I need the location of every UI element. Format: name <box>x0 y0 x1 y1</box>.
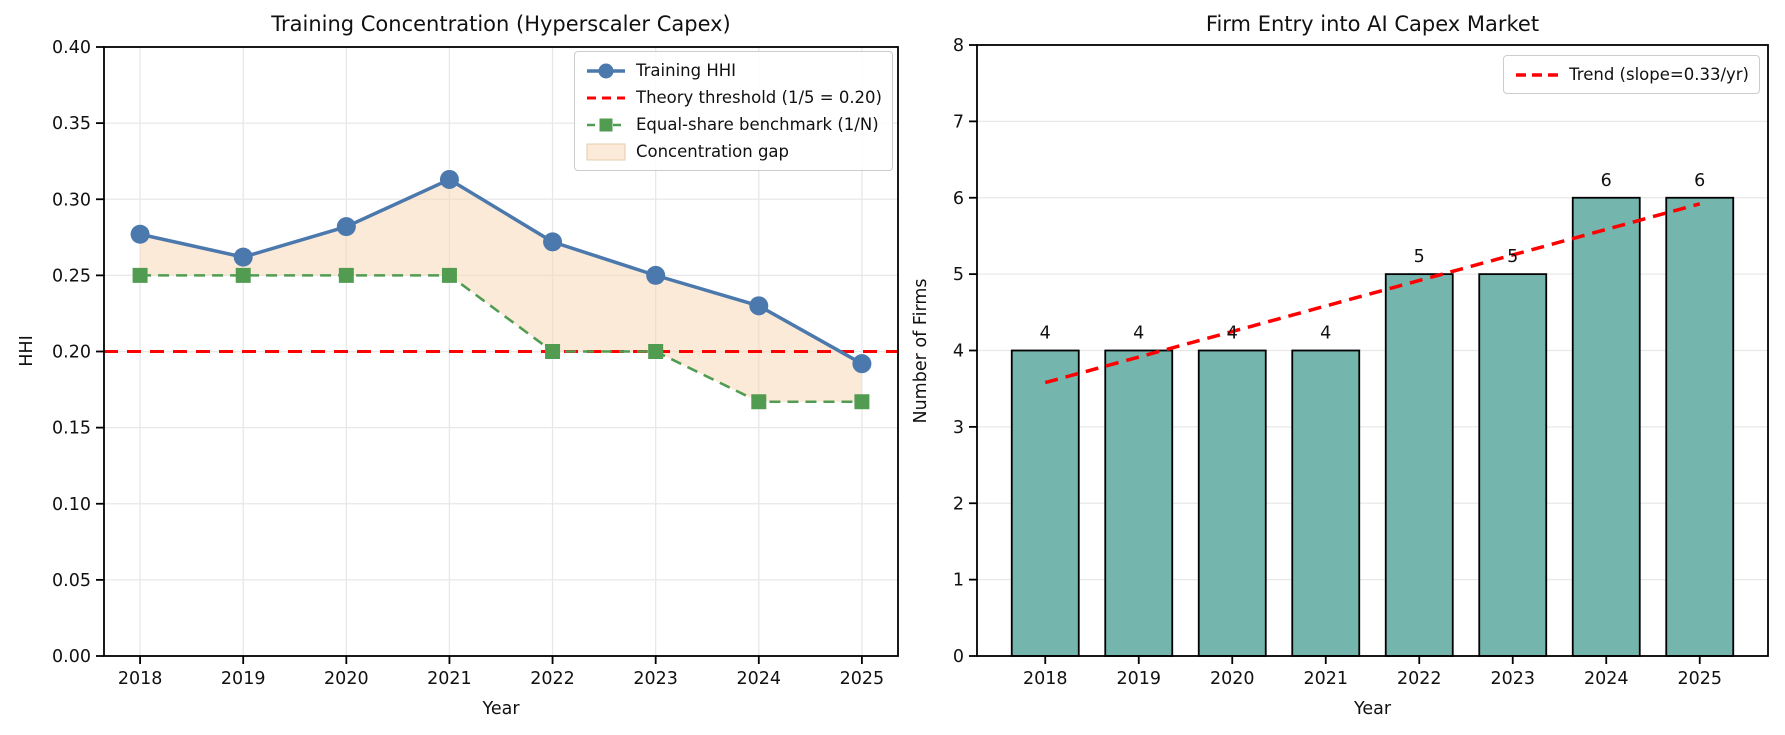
firms-bar-2018 <box>1010 349 1080 657</box>
legend-item-training-hhi: Training HHI <box>585 58 882 83</box>
right-ytick-label: 4 <box>953 342 964 362</box>
training-hhi-marker <box>646 265 666 285</box>
legend-label-training-hhi: Training HHI <box>635 61 737 80</box>
left-xtick-label: 2021 <box>427 669 472 689</box>
right-xtick-label: 2019 <box>1116 669 1161 689</box>
right-ytick-label: 7 <box>953 112 964 132</box>
left-xtick-label: 2022 <box>530 669 575 689</box>
bar-value-label: 4 <box>1320 324 1331 344</box>
training-hhi-marker <box>336 217 356 237</box>
benchmark-marker <box>441 267 457 283</box>
firms-bar-2021 <box>1291 349 1361 657</box>
left-yaxis-label: HHI <box>17 335 37 367</box>
right-xtick-label: 2025 <box>1677 669 1722 689</box>
left-ytick-label: 0.40 <box>52 38 91 58</box>
right-chart-title: Firm Entry into AI Capex Market <box>1205 12 1540 36</box>
left-xtick-label: 2023 <box>633 669 678 689</box>
right-ytick-label: 5 <box>953 265 964 285</box>
left-ytick-label: 0.20 <box>52 343 91 363</box>
right-ytick-label: 0 <box>953 647 964 667</box>
bar-value-label: 4 <box>1040 324 1051 344</box>
bar-value-label: 4 <box>1227 324 1238 344</box>
left-xtick-label: 2020 <box>324 669 369 689</box>
legend-label-equal-share: Equal-share benchmark (1/N) <box>635 115 879 134</box>
left-ytick-label: 0.10 <box>52 495 91 515</box>
right-xtick-label: 2024 <box>1584 669 1629 689</box>
benchmark-line <box>140 274 862 404</box>
legend-item-concentration-gap: Concentration gap <box>585 139 882 164</box>
bar-value-label: 6 <box>1601 171 1612 191</box>
left-ytick-label: 0.00 <box>52 647 91 667</box>
training-hhi-marker <box>543 232 563 252</box>
right-legend: Trend (slope=0.33/yr) <box>1503 55 1760 94</box>
right-xaxis-label: Year <box>1353 699 1392 719</box>
right-xtick-label: 2020 <box>1210 669 1255 689</box>
legend-label-concentration-gap: Concentration gap <box>635 142 790 161</box>
benchmark-marker <box>338 267 354 283</box>
benchmark-marker <box>235 267 251 283</box>
right-ytick-label: 6 <box>953 189 964 209</box>
right-yaxis-label: Number of Firms <box>911 278 931 424</box>
bar-value-label: 4 <box>1133 324 1144 344</box>
left-legend: Training HHI Theory threshold (1/5 = 0.2… <box>573 51 893 171</box>
firms-bar-2025 <box>1665 196 1735 657</box>
right-ytick-label: 2 <box>953 494 964 514</box>
gap-patch-icon <box>586 143 626 160</box>
left-xtick-label: 2018 <box>118 669 163 689</box>
right-ytick-label: 3 <box>953 418 964 438</box>
bar-value-label: 5 <box>1507 247 1518 267</box>
firms-bar-2020 <box>1197 349 1267 657</box>
left-ytick-label: 0.35 <box>52 114 91 134</box>
left-ytick-label: 0.30 <box>52 190 91 210</box>
left-ytick-label: 0.05 <box>52 571 91 591</box>
threshold-dashed-line-icon <box>586 96 625 99</box>
bar-value-label: 5 <box>1414 247 1425 267</box>
benchmark-marker <box>545 344 561 359</box>
trend-dashed-line-icon <box>1516 72 1559 77</box>
legend-item-trend: Trend (slope=0.33/yr) <box>1514 62 1749 87</box>
left-chart-title: Training Concentration (Hyperscaler Cape… <box>271 12 731 36</box>
legend-label-theory-threshold: Theory threshold (1/5 = 0.20) <box>635 88 882 107</box>
benchmark-marker <box>132 267 148 283</box>
benchmark-dashed-line-icon <box>586 118 625 131</box>
right-xtick-label: 2018 <box>1023 669 1068 689</box>
firms-bar-2019 <box>1104 349 1174 657</box>
left-xtick-label: 2025 <box>840 669 885 689</box>
left-xtick-label: 2019 <box>221 669 266 689</box>
bar-value-label: 6 <box>1694 171 1705 191</box>
legend-label-trend: Trend (slope=0.33/yr) <box>1569 65 1749 84</box>
legend-item-theory-threshold: Theory threshold (1/5 = 0.20) <box>585 85 882 110</box>
training-hhi-marker <box>852 354 872 374</box>
firms-bar-2024 <box>1571 196 1641 657</box>
benchmark-marker <box>648 344 664 359</box>
trend-line <box>1044 202 1701 385</box>
right-ytick-label: 1 <box>953 571 964 591</box>
training-hhi-marker <box>233 247 253 267</box>
right-xtick-label: 2021 <box>1303 669 1348 689</box>
training-hhi-marker <box>130 224 150 244</box>
left-ytick-label: 0.25 <box>52 266 91 286</box>
firms-bar-2022 <box>1384 273 1454 657</box>
right-ytick-label: 8 <box>953 36 964 56</box>
training-hhi-line-icon <box>586 63 625 78</box>
legend-item-equal-share: Equal-share benchmark (1/N) <box>585 112 882 137</box>
left-xaxis-label: Year <box>482 699 520 719</box>
left-xtick-label: 2024 <box>737 669 782 689</box>
left-ytick-label: 0.15 <box>52 419 91 439</box>
concentration-gap-area <box>140 179 862 402</box>
training-hhi-line <box>139 177 863 366</box>
benchmark-marker <box>854 394 870 410</box>
training-hhi-marker <box>749 296 769 316</box>
training-hhi-marker <box>439 169 459 189</box>
firms-bar-2023 <box>1478 273 1548 657</box>
right-xtick-label: 2023 <box>1490 669 1535 689</box>
right-xtick-label: 2022 <box>1397 669 1442 689</box>
benchmark-marker <box>751 394 767 410</box>
